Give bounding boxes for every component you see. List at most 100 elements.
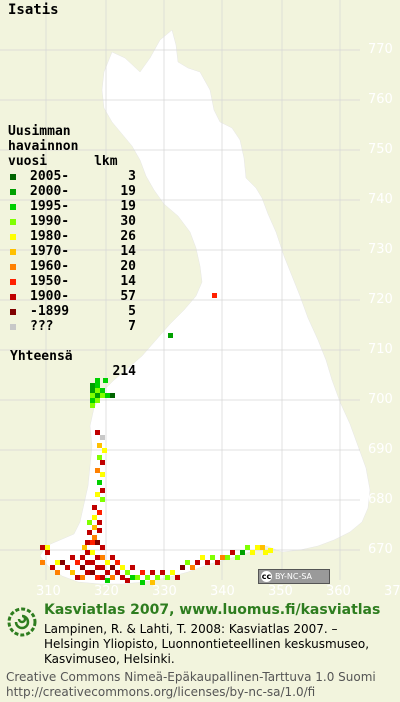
observation-cell: [40, 545, 45, 550]
observation-cell: [95, 388, 100, 393]
y-tick-label: 680: [368, 492, 393, 507]
legend-row-count: 20: [120, 259, 136, 274]
observation-cell: [250, 550, 255, 555]
legend-row: 1990- 30: [8, 214, 136, 229]
legend-swatch: [10, 294, 16, 300]
legend-swatch: [10, 279, 16, 285]
observation-cell: [95, 575, 100, 580]
observation-cell: [105, 560, 110, 565]
legend-swatch: [10, 234, 16, 240]
legend-row: 1980- 26: [8, 229, 136, 244]
legend-row-count: 5: [128, 304, 136, 319]
observation-cell: [97, 480, 102, 485]
observation-cell: [220, 555, 225, 560]
observation-cell: [95, 378, 100, 383]
observation-cell: [200, 555, 205, 560]
observation-cell: [110, 393, 115, 398]
legend-row-count: 14: [120, 274, 136, 289]
observation-cell: [90, 393, 95, 398]
cc-badge[interactable]: cc BY-NC-SA: [258, 569, 330, 584]
x-tick-label: 310: [36, 584, 61, 599]
observation-cell: [125, 570, 130, 575]
observation-cell: [70, 570, 75, 575]
observation-cell: [95, 540, 100, 545]
observation-cell: [150, 580, 155, 585]
observation-cell: [95, 468, 100, 473]
observation-cell: [82, 545, 87, 550]
x-tick-label: 320: [94, 584, 119, 599]
legend-swatch: [10, 324, 16, 330]
observation-cell: [80, 555, 85, 560]
observation-cell: [90, 398, 95, 403]
observation-cell: [90, 560, 95, 565]
observation-cell: [90, 570, 95, 575]
observation-cell: [87, 520, 92, 525]
observation-cell: [95, 492, 100, 497]
legend-row-label: 2000-: [30, 184, 70, 199]
legend-row-count: 3: [128, 169, 136, 184]
x-tick-label: 350: [268, 584, 293, 599]
legend-row-label: 1970-: [30, 244, 70, 259]
observation-cell: [103, 378, 108, 383]
observation-cell: [130, 575, 135, 580]
observation-cell: [215, 560, 220, 565]
legend-row: 1950- 14: [8, 274, 136, 289]
observation-cell: [130, 565, 135, 570]
footer-title[interactable]: Kasviatlas 2007, www.luomus.fi/kasviatla…: [44, 602, 381, 618]
y-tick-label: 770: [368, 42, 393, 57]
observation-cell: [110, 565, 115, 570]
observation-cell: [90, 540, 95, 545]
observation-cell: [75, 560, 80, 565]
cc-badge-text: BY-NC-SA: [275, 572, 313, 581]
legend-row: 1995- 19: [8, 199, 136, 214]
legend-row-label: 1980-: [30, 229, 70, 244]
observation-cell: [40, 560, 45, 565]
observation-cell: [95, 393, 100, 398]
observation-cell: [90, 550, 95, 555]
observation-cell: [210, 555, 215, 560]
observation-cell: [145, 575, 150, 580]
observation-cell: [110, 555, 115, 560]
kasviatlas-logo-icon: [7, 607, 37, 637]
observation-cell: [70, 555, 75, 560]
observation-cell: [100, 497, 105, 502]
y-tick-label: 710: [368, 342, 393, 357]
distribution-map: [0, 0, 371, 585]
observation-cell: [90, 383, 95, 388]
x-tick-label: 340: [210, 584, 235, 599]
legend-total-row: Yhteensä 214: [8, 334, 136, 379]
observation-cell: [80, 565, 85, 570]
observation-cell: [180, 565, 185, 570]
legend-row-label: 2005-: [30, 169, 70, 184]
y-tick-label: 740: [368, 192, 393, 207]
legend-row-label: 1950-: [30, 274, 70, 289]
legend-row-count: 26: [120, 229, 136, 244]
observation-cell: [85, 560, 90, 565]
observation-cell: [55, 560, 60, 565]
observation-cell: [100, 575, 105, 580]
legend-row: -1899 5: [8, 304, 136, 319]
observation-cell: [60, 560, 65, 565]
y-tick-label: 700: [368, 392, 393, 407]
legend-header-2: havainnon: [8, 139, 79, 154]
legend-swatch: [10, 219, 16, 225]
observation-cell: [92, 515, 97, 520]
observation-cell: [212, 293, 217, 298]
legend-row-count: 57: [120, 289, 136, 304]
legend-swatch: [10, 264, 16, 270]
observation-cell: [97, 510, 102, 515]
observation-cell: [92, 525, 97, 530]
observation-cell: [100, 388, 105, 393]
observation-cell: [150, 570, 155, 575]
observation-cell: [170, 570, 175, 575]
observation-cell: [105, 578, 110, 583]
observation-cell: [195, 560, 200, 565]
footer-license: Creative Commons Nimeä-Epäkaupallinen-Ta…: [6, 670, 396, 700]
legend-total-label: Yhteensä: [10, 349, 73, 364]
legend-swatch: [10, 249, 16, 255]
observation-cell: [95, 430, 100, 435]
observation-cell: [97, 528, 102, 533]
observation-cell: [135, 575, 140, 580]
license-url[interactable]: http://creativecommons.org/licenses/by-n…: [6, 685, 316, 699]
observation-cell: [85, 570, 90, 575]
